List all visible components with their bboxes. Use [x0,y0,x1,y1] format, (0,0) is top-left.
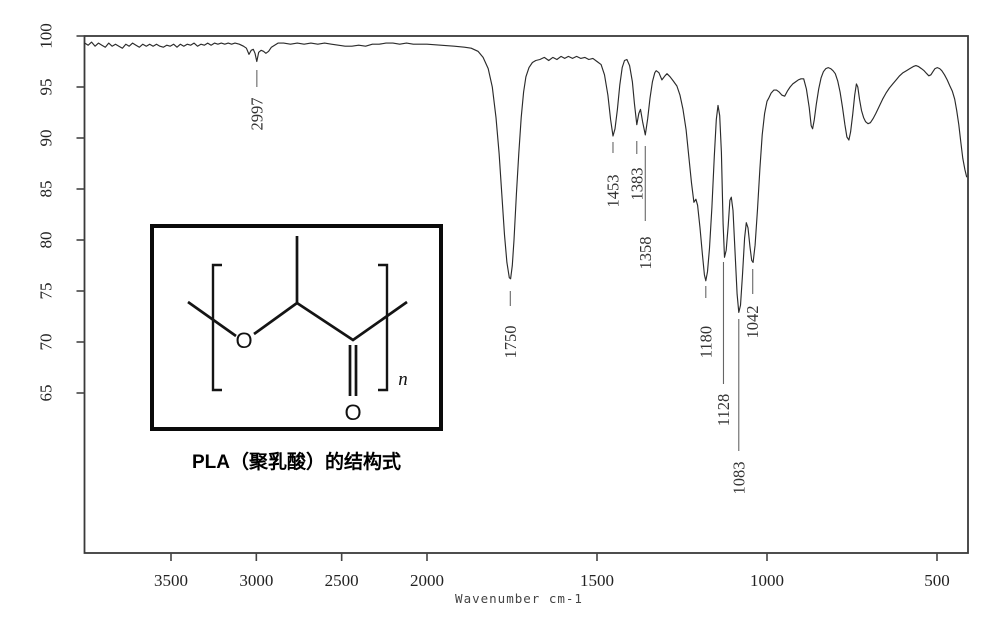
y-tick-label: 90 [37,130,56,147]
carbonyl-oxygen-label: O [344,400,361,425]
ester-oxygen-label: O [235,328,252,353]
peak-label-1180: 1180 [696,326,715,358]
left-bracket [211,263,222,392]
right-bracket [378,263,389,392]
y-tick-label: 100 [37,23,56,49]
plot-border [83,35,969,554]
peak-label-1042: 1042 [743,306,762,339]
y-tick-label: 75 [37,283,56,300]
y-tick-label: 65 [37,385,56,402]
x-tick-label: 3000 [239,571,273,590]
x-tick-label: 2500 [325,571,359,590]
o-ch-bond-and-methyl [253,236,299,336]
peak-label-2997: 2997 [247,98,266,131]
structure-inset: O O n [150,224,443,431]
chain-bond-left [187,300,237,338]
y-tick-label: 80 [37,232,56,249]
pla-structure-drawing: O O n [187,236,408,425]
x-tick-label: 1500 [580,571,614,590]
inset-caption: PLA（聚乳酸）的结构式 [191,452,401,473]
peak-label-1083: 1083 [729,462,748,495]
x-tick-label: 2000 [410,571,444,590]
peak-label-1128: 1128 [714,394,733,426]
peak-label-1358: 1358 [636,237,655,270]
spectrum-curve [84,41,968,313]
peak-label-1453: 1453 [603,175,622,208]
peak-label-1750: 1750 [501,326,520,359]
y-tick-label: 70 [37,334,56,351]
x-tick-label: 3500 [154,571,188,590]
y-tick-label: 85 [37,181,56,198]
x-tick-label: 500 [924,571,950,590]
repeat-unit-subscript: n [398,369,408,390]
y-tick-label: 95 [37,79,56,96]
peak-label-1383: 1383 [627,168,646,201]
carbonyl-double-bond [348,345,358,396]
x-tick-label: 1000 [750,571,784,590]
x-axis-title: Wavenumber cm-1 [455,591,583,606]
ch-carbonyl-bond [296,300,408,342]
